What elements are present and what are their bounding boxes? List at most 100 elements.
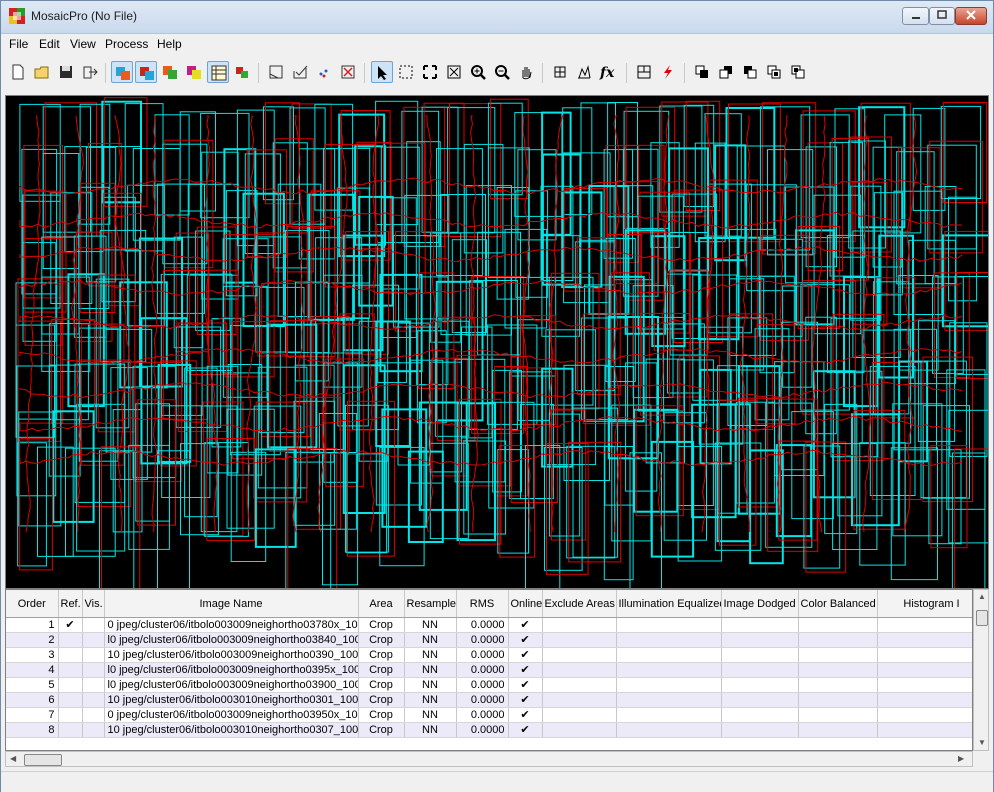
image-footprint[interactable]: [650, 440, 695, 558]
close-button[interactable]: [955, 7, 987, 25]
image-footprint[interactable]: [878, 234, 914, 379]
cell-ref[interactable]: [58, 662, 83, 678]
image-footprint[interactable]: [896, 151, 935, 285]
table-row[interactable]: 8 10 jpeg/cluster06/itbolo003010neighorth…: [6, 722, 972, 738]
cell-ref[interactable]: [58, 707, 83, 723]
image-footprint[interactable]: [725, 107, 776, 239]
image-footprint[interactable]: [496, 187, 529, 300]
image-footprint[interactable]: [381, 408, 428, 528]
order-1-button[interactable]: [691, 61, 713, 83]
image-footprint[interactable]: [22, 242, 57, 342]
image-footprint[interactable]: [180, 443, 219, 536]
image-footprint[interactable]: [379, 446, 425, 567]
column-header-area[interactable]: Area: [358, 590, 405, 618]
image-footprint[interactable]: [463, 440, 507, 535]
column-header-histogram[interactable]: Histogram I: [877, 590, 972, 618]
order-4-button[interactable]: [763, 61, 785, 83]
image-footprint[interactable]: [15, 324, 55, 438]
cell-online[interactable]: ✔: [508, 707, 543, 723]
image-footprint[interactable]: [584, 284, 616, 422]
zoom-out-button[interactable]: [491, 61, 513, 83]
column-header-ref[interactable]: Ref.: [58, 590, 83, 618]
menu-help[interactable]: Help: [157, 37, 182, 51]
image-footprint[interactable]: [345, 404, 389, 553]
image-footprint[interactable]: [354, 145, 387, 246]
image-footprint[interactable]: [377, 242, 407, 384]
image-footprint[interactable]: [67, 273, 105, 408]
image-footprint[interactable]: [563, 152, 611, 304]
image-footprint[interactable]: [21, 148, 58, 295]
column-header-online[interactable]: Online: [508, 590, 543, 618]
image-footprint[interactable]: [898, 360, 929, 463]
fit-button[interactable]: [419, 61, 441, 83]
image-footprint[interactable]: [298, 148, 336, 260]
image-footprint[interactable]: [37, 446, 74, 557]
run-button[interactable]: [657, 61, 679, 83]
image-footprint[interactable]: [497, 449, 530, 554]
minimize-button[interactable]: [902, 7, 929, 25]
cell-ref[interactable]: [58, 722, 83, 738]
color-button[interactable]: [159, 61, 181, 83]
image-footprint[interactable]: [318, 413, 357, 530]
column-header-image-dodged[interactable]: Image Dodged: [721, 590, 799, 618]
cell-vis[interactable]: [82, 722, 105, 738]
scroll-right-icon[interactable]: ▶: [958, 754, 965, 763]
image-footprint[interactable]: [285, 229, 330, 354]
image-footprint[interactable]: [128, 444, 170, 550]
image-footprint[interactable]: [917, 320, 956, 442]
image-footprint[interactable]: [848, 140, 886, 249]
horizontal-scroll-thumb[interactable]: [24, 754, 62, 766]
select-rect-button[interactable]: [395, 61, 417, 83]
image-footprint[interactable]: [112, 409, 143, 533]
image-footprint[interactable]: [463, 143, 504, 254]
image-footprint[interactable]: [514, 112, 563, 217]
image-footprint[interactable]: [949, 322, 988, 457]
image-footprint[interactable]: [782, 285, 813, 388]
image-footprint[interactable]: [78, 327, 119, 462]
column-header-rms[interactable]: RMS: [456, 590, 509, 618]
image-footprint[interactable]: [714, 144, 747, 262]
image-footprint[interactable]: [922, 405, 971, 499]
cell-online[interactable]: ✔: [508, 617, 543, 633]
image-footprint[interactable]: [322, 452, 359, 586]
image-footprint[interactable]: [637, 195, 684, 330]
cell-ref[interactable]: [58, 647, 83, 663]
image-footprint[interactable]: [492, 369, 523, 493]
cell-resample[interactable]: NN: [404, 677, 457, 693]
image-footprint[interactable]: [663, 412, 708, 541]
image-footprint[interactable]: [204, 442, 249, 537]
image-footprint[interactable]: [179, 111, 216, 212]
image-footprint[interactable]: [624, 229, 667, 335]
image-footprint[interactable]: [456, 402, 496, 542]
image-footprint[interactable]: [683, 104, 715, 207]
cell-resample[interactable]: NN: [404, 662, 457, 678]
image-footprint[interactable]: [677, 445, 723, 562]
image-footprint[interactable]: [603, 446, 634, 581]
image-footprint[interactable]: [928, 449, 962, 545]
image-footprint[interactable]: [803, 445, 841, 569]
image-footprint[interactable]: [562, 107, 593, 216]
image-footprint[interactable]: [669, 232, 708, 356]
image-footprint[interactable]: [407, 450, 444, 544]
table-button[interactable]: [207, 61, 229, 83]
pointer-button[interactable]: [371, 61, 393, 83]
image-footprint[interactable]: [775, 444, 813, 538]
mosaic-canvas[interactable]: [5, 95, 989, 589]
image-footprint[interactable]: [406, 141, 441, 247]
image-footprint[interactable]: [42, 106, 91, 233]
cell-online[interactable]: ✔: [508, 647, 543, 663]
cell-area[interactable]: Crop: [358, 692, 405, 708]
image-footprint[interactable]: [622, 148, 659, 297]
image-footprint[interactable]: [566, 445, 616, 559]
image-footprint[interactable]: [932, 276, 964, 374]
image-footprint[interactable]: [890, 447, 938, 581]
column-header-resample[interactable]: Resample: [404, 590, 457, 618]
image-footprint[interactable]: [714, 442, 762, 551]
image-footprint[interactable]: [17, 442, 47, 567]
cell-resample[interactable]: NN: [404, 722, 457, 738]
image-footprint[interactable]: [544, 447, 583, 571]
check-button[interactable]: [289, 61, 311, 83]
image-footprint[interactable]: [659, 105, 703, 213]
image-footprint[interactable]: [285, 452, 332, 588]
cell-area[interactable]: Crop: [358, 647, 405, 663]
